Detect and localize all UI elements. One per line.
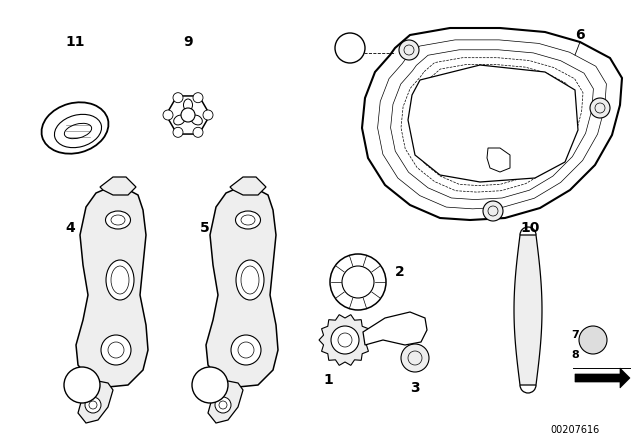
Text: 7: 7 [78, 379, 86, 392]
Ellipse shape [106, 211, 131, 229]
Text: 7: 7 [206, 379, 214, 392]
Circle shape [335, 33, 365, 63]
Ellipse shape [184, 99, 193, 111]
Ellipse shape [42, 102, 108, 154]
Circle shape [173, 93, 183, 103]
Circle shape [173, 127, 183, 138]
Polygon shape [166, 96, 210, 134]
Polygon shape [76, 187, 148, 387]
Text: 8: 8 [571, 350, 579, 360]
Ellipse shape [106, 260, 134, 300]
Circle shape [330, 254, 386, 310]
Text: 3: 3 [410, 381, 420, 395]
Circle shape [85, 397, 101, 413]
Text: 4: 4 [65, 221, 75, 235]
Polygon shape [408, 65, 578, 182]
Circle shape [483, 201, 503, 221]
Polygon shape [100, 177, 136, 195]
Circle shape [231, 335, 261, 365]
Circle shape [192, 367, 228, 403]
Text: 6: 6 [575, 28, 585, 42]
Polygon shape [363, 312, 427, 345]
Circle shape [331, 326, 359, 354]
Circle shape [399, 40, 419, 60]
Text: 1: 1 [323, 373, 333, 387]
Circle shape [64, 367, 100, 403]
Text: 9: 9 [183, 35, 193, 49]
Circle shape [215, 397, 231, 413]
Circle shape [181, 108, 195, 122]
Polygon shape [575, 368, 630, 388]
Text: 7: 7 [571, 330, 579, 340]
Polygon shape [487, 148, 510, 172]
Polygon shape [514, 235, 542, 385]
Polygon shape [319, 314, 371, 366]
Ellipse shape [236, 260, 264, 300]
Text: 10: 10 [520, 221, 540, 235]
Text: 00207616: 00207616 [550, 425, 600, 435]
Circle shape [401, 344, 429, 372]
Polygon shape [230, 177, 266, 195]
Text: 5: 5 [200, 221, 210, 235]
Circle shape [590, 98, 610, 118]
Ellipse shape [191, 115, 202, 125]
Text: 11: 11 [65, 35, 84, 49]
Polygon shape [362, 28, 622, 220]
Polygon shape [78, 380, 113, 423]
Circle shape [163, 110, 173, 120]
Text: 8: 8 [346, 43, 353, 53]
Text: 2: 2 [395, 265, 405, 279]
Polygon shape [206, 187, 278, 387]
Circle shape [193, 127, 203, 138]
Circle shape [101, 335, 131, 365]
Circle shape [579, 326, 607, 354]
Ellipse shape [173, 115, 185, 125]
Ellipse shape [236, 211, 260, 229]
Polygon shape [208, 380, 243, 423]
Circle shape [203, 110, 213, 120]
Circle shape [193, 93, 203, 103]
